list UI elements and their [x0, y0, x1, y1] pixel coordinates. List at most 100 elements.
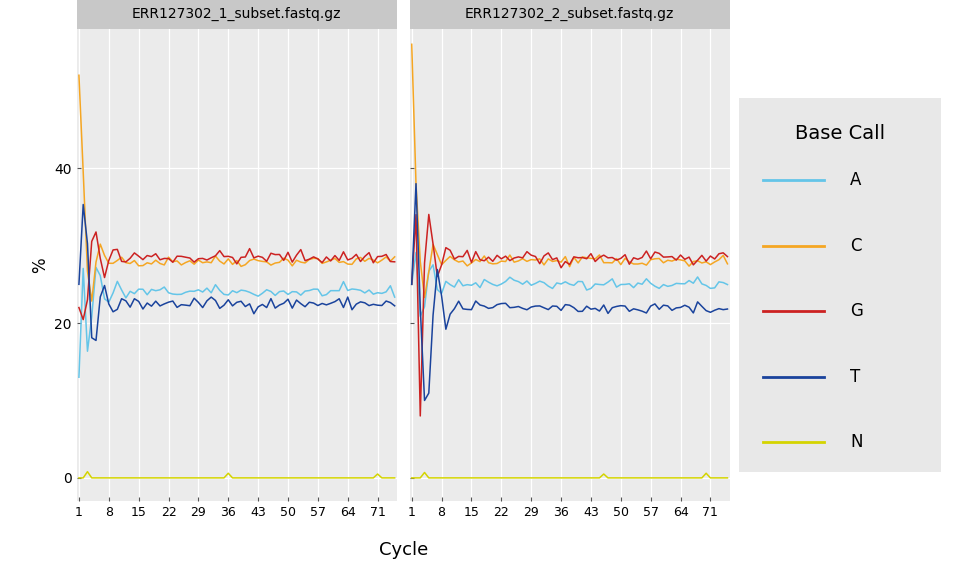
- T: [333, 295, 345, 302]
- N: [324, 475, 336, 482]
- C: [389, 253, 400, 260]
- A: [675, 281, 686, 287]
- A: [324, 287, 336, 294]
- T: [662, 302, 674, 309]
- Line: N: N: [79, 472, 395, 478]
- T: [654, 306, 665, 313]
- A: [389, 294, 400, 301]
- N: [103, 475, 114, 482]
- A: [666, 282, 678, 289]
- A: [73, 374, 84, 381]
- T: [410, 180, 421, 187]
- C: [86, 298, 98, 305]
- N: [670, 475, 682, 482]
- A: [406, 281, 418, 288]
- G: [406, 281, 418, 288]
- T: [419, 397, 430, 404]
- T: [329, 298, 341, 305]
- Line: T: T: [412, 184, 728, 400]
- G: [78, 316, 89, 323]
- A: [415, 313, 426, 320]
- T: [78, 201, 89, 208]
- Text: Cycle: Cycle: [378, 541, 428, 559]
- A: [338, 278, 349, 285]
- C: [329, 255, 341, 262]
- A: [722, 281, 733, 288]
- C: [103, 260, 114, 267]
- G: [108, 247, 119, 253]
- N: [82, 468, 93, 475]
- Line: C: C: [412, 44, 728, 298]
- Line: N: N: [412, 472, 728, 478]
- Line: A: A: [412, 252, 728, 316]
- G: [696, 252, 708, 259]
- C: [692, 257, 704, 264]
- T: [73, 281, 84, 288]
- FancyBboxPatch shape: [77, 0, 396, 29]
- N: [692, 475, 704, 482]
- Text: N: N: [851, 433, 863, 452]
- Text: C: C: [851, 237, 861, 255]
- G: [415, 412, 426, 419]
- C: [324, 257, 336, 264]
- N: [658, 475, 669, 482]
- Line: G: G: [79, 232, 395, 320]
- G: [440, 244, 451, 251]
- A: [654, 285, 665, 292]
- T: [321, 301, 332, 308]
- G: [423, 211, 435, 218]
- N: [359, 475, 371, 482]
- N: [338, 475, 349, 482]
- Line: C: C: [79, 75, 395, 301]
- N: [419, 469, 430, 476]
- G: [73, 304, 84, 311]
- G: [662, 253, 674, 260]
- N: [389, 475, 400, 482]
- Y-axis label: %: %: [31, 257, 49, 273]
- Text: G: G: [851, 302, 863, 320]
- C: [722, 260, 733, 267]
- C: [419, 294, 430, 301]
- T: [440, 326, 451, 333]
- C: [317, 260, 328, 267]
- T: [406, 281, 418, 288]
- Text: ERR127302_2_subset.fastq.gz: ERR127302_2_subset.fastq.gz: [465, 6, 674, 21]
- T: [666, 307, 678, 314]
- G: [363, 249, 374, 256]
- Text: A: A: [851, 171, 861, 190]
- G: [666, 253, 678, 260]
- C: [359, 258, 371, 265]
- A: [317, 293, 328, 300]
- N: [317, 475, 328, 482]
- N: [436, 475, 447, 482]
- Text: T: T: [851, 368, 860, 386]
- Line: T: T: [79, 204, 395, 340]
- A: [359, 290, 371, 297]
- C: [436, 262, 447, 268]
- N: [722, 475, 733, 482]
- G: [722, 253, 733, 260]
- C: [73, 72, 84, 79]
- A: [696, 281, 708, 287]
- C: [649, 255, 660, 262]
- A: [90, 264, 102, 271]
- T: [342, 294, 353, 301]
- A: [103, 299, 114, 306]
- G: [90, 229, 102, 236]
- A: [329, 287, 341, 294]
- N: [649, 475, 660, 482]
- N: [406, 475, 418, 482]
- Text: Base Call: Base Call: [795, 124, 885, 143]
- G: [389, 259, 400, 266]
- C: [670, 256, 682, 263]
- G: [333, 257, 345, 264]
- T: [675, 304, 686, 311]
- G: [654, 250, 665, 257]
- T: [108, 308, 119, 315]
- Text: ERR127302_1_subset.fastq.gz: ERR127302_1_subset.fastq.gz: [132, 6, 342, 21]
- G: [321, 253, 332, 260]
- C: [662, 257, 674, 264]
- T: [696, 303, 708, 310]
- T: [363, 302, 374, 309]
- T: [722, 305, 733, 312]
